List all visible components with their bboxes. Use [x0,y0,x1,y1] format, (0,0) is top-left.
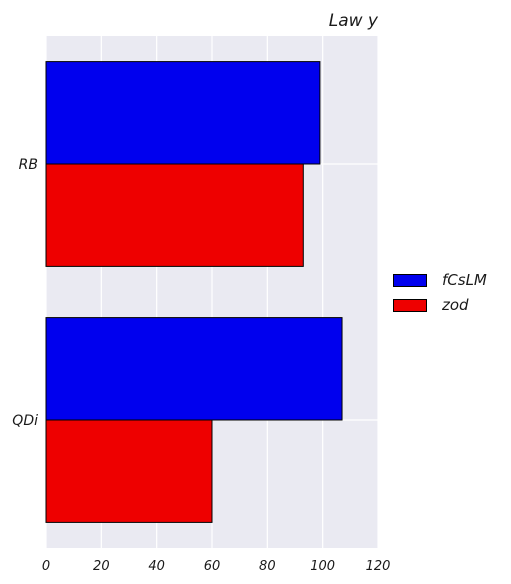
legend-swatch-zod [393,298,427,312]
x-tick-label: 100 [310,559,335,574]
y-tick-label: QDi [12,413,38,429]
legend-label-fcslm: fCsLM [442,271,487,289]
x-tick-labels: 0 20 40 60 80 100 120 [42,559,391,574]
x-tick-label: 60 [204,559,221,574]
bar [45,419,213,523]
x-tick-label: 120 [366,559,391,574]
legend: fCsLM zod [393,268,487,318]
chart-title: Law y [329,11,379,31]
x-tick-label: 40 [148,559,165,574]
x-tick-label: 0 [42,559,50,574]
bar [45,317,343,421]
x-tick-label: 80 [259,559,276,574]
legend-item-zod: zod [393,293,487,317]
bar [45,61,321,165]
legend-item-fcslm: fCsLM [393,268,487,292]
legend-swatch-fcslm [393,273,427,287]
x-tick-label: 20 [93,559,110,574]
bars [45,61,343,523]
bar [45,163,304,267]
y-tick-labels: RB QDi [12,157,38,429]
legend-label-zod: zod [442,296,469,314]
y-tick-label: RB [19,157,38,173]
